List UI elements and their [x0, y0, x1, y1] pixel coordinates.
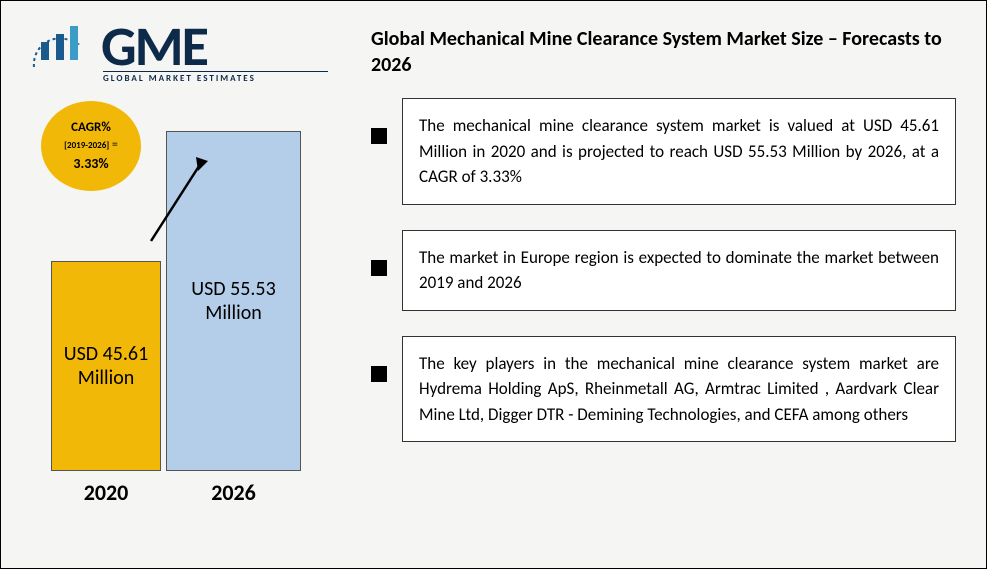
- cagr-bubble: CAGR% [2019-2026] = 3.33%: [41, 101, 141, 191]
- bar-2020-value: USD 45.61 Million: [52, 342, 160, 390]
- gme-logo: GME GLOBAL MARKET ESTIMATES: [11, 21, 311, 91]
- bar-2020: USD 45.61 Million: [51, 261, 161, 471]
- bullet-icon: [371, 128, 387, 144]
- bar-2020-year: 2020: [51, 479, 161, 506]
- left-panel: GME GLOBAL MARKET ESTIMATES CAGR% [2019-…: [1, 1, 361, 568]
- cagr-equals: =: [112, 138, 118, 152]
- logo-bars-icon: [41, 26, 81, 60]
- cagr-value: 3.33%: [73, 154, 108, 174]
- bullet-icon: [371, 366, 387, 382]
- main-container: GME GLOBAL MARKET ESTIMATES CAGR% [2019-…: [1, 1, 986, 568]
- info-box-2: The market in Europe region is expected …: [402, 230, 956, 311]
- info-row-3: The key players in the mechanical mine c…: [371, 336, 956, 443]
- page-title: Global Mechanical Mine Clearance System …: [371, 26, 956, 78]
- bullet-icon: [371, 260, 387, 276]
- bar-chart: CAGR% [2019-2026] = 3.33% USD 45.61 Mill…: [51, 131, 331, 511]
- bar-2026-value: USD 55.53 Million: [167, 277, 300, 325]
- info-box-3: The key players in the mechanical mine c…: [402, 336, 956, 443]
- right-panel: Global Mechanical Mine Clearance System …: [361, 1, 986, 568]
- cagr-period: [2019-2026]: [64, 140, 109, 151]
- bar-2026-year: 2026: [166, 479, 301, 506]
- logo-subtitle: GLOBAL MARKET ESTIMATES: [103, 73, 256, 84]
- growth-arrow-icon: [146, 151, 216, 251]
- info-box-1: The mechanical mine clearance system mar…: [402, 98, 956, 205]
- cagr-label: CAGR%: [71, 119, 111, 137]
- info-row-1: The mechanical mine clearance system mar…: [371, 98, 956, 205]
- logo-divider: [103, 71, 328, 72]
- info-row-2: The market in Europe region is expected …: [371, 230, 956, 311]
